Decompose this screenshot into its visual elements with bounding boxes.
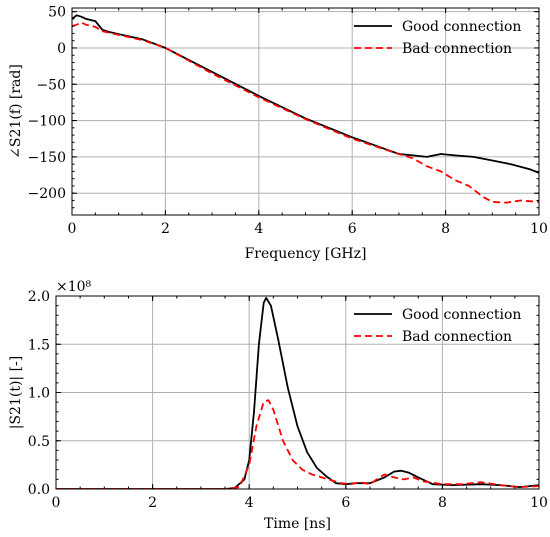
- magnitude-y-tick-label: 0.5: [28, 434, 50, 450]
- magnitude-x-axis-label: Time [ns]: [264, 516, 331, 532]
- magnitude-legend-label-bad: Bad connection: [402, 329, 512, 345]
- magnitude-scale-label: ×10⁸: [56, 279, 92, 295]
- magnitude-y-tick-label: 1.0: [28, 386, 50, 402]
- magnitude-x-tick-label: 2: [148, 495, 157, 511]
- magnitude-x-tick-label: 4: [245, 495, 254, 511]
- phase-legend-label-bad: Bad connection: [402, 41, 512, 57]
- phase-y-tick-label: −150: [28, 150, 66, 166]
- magnitude-tick-labels: 0 2 4 6 8 10 0.0 0.5 1.0 1.5 2.0: [28, 289, 548, 511]
- phase-x-tick-label: 10: [530, 221, 548, 237]
- phase-series: [72, 14, 539, 204]
- phase-tick-labels: 0 2 4 6 8 10 50 0 −50 −100 −150 −200: [28, 5, 548, 237]
- phase-y-tick-label: −50: [36, 77, 66, 93]
- phase-x-tick-label: 2: [161, 221, 170, 237]
- phase-legend: Good connection Bad connection: [354, 19, 521, 57]
- phase-y-tick-label: −100: [28, 114, 66, 130]
- magnitude-x-tick-label: 0: [52, 495, 61, 511]
- phase-series-bad: [72, 21, 539, 204]
- phase-series-good: [72, 14, 539, 174]
- phase-chart: 0 2 4 6 8 10 50 0 −50 −100 −150 −200 Frequency [GHz…: [8, 5, 548, 262]
- phase-y-axis-label: ∠S21(f) [rad]: [8, 64, 24, 159]
- magnitude-y-tick-label: 0.0: [28, 482, 50, 498]
- magnitude-series: [56, 297, 539, 489]
- magnitude-x-tick-label: 10: [530, 495, 548, 511]
- phase-y-tick-label: −200: [28, 186, 66, 202]
- phase-x-tick-label: 8: [441, 221, 450, 237]
- magnitude-series-good: [56, 297, 539, 489]
- phase-x-tick-label: 6: [348, 221, 357, 237]
- phase-y-tick-label: 0: [57, 41, 66, 57]
- phase-y-tick-label: 50: [48, 5, 66, 21]
- magnitude-y-tick-label: 1.5: [28, 337, 50, 353]
- phase-x-axis-label: Frequency [GHz]: [245, 246, 367, 262]
- magnitude-x-tick-label: 8: [438, 495, 447, 511]
- magnitude-y-axis-label: |S21(t)| [-]: [8, 356, 24, 430]
- magnitude-grid: [55, 295, 540, 490]
- magnitude-x-tick-label: 6: [341, 495, 350, 511]
- phase-legend-label-good: Good connection: [402, 19, 521, 35]
- magnitude-legend: Good connection Bad connection: [354, 307, 521, 345]
- phase-x-tick-label: 4: [254, 221, 263, 237]
- magnitude-ticks: [55, 295, 540, 490]
- magnitude-series-bad: [56, 399, 539, 489]
- phase-ticks: [71, 8, 540, 216]
- magnitude-chart: 0 2 4 6 8 10 0.0 0.5 1.0 1.5 2.0 ×10⁸ Time [ns] |S…: [8, 279, 548, 532]
- magnitude-legend-label-good: Good connection: [402, 307, 521, 323]
- phase-x-tick-label: 0: [68, 221, 77, 237]
- magnitude-y-tick-label: 2.0: [28, 289, 50, 305]
